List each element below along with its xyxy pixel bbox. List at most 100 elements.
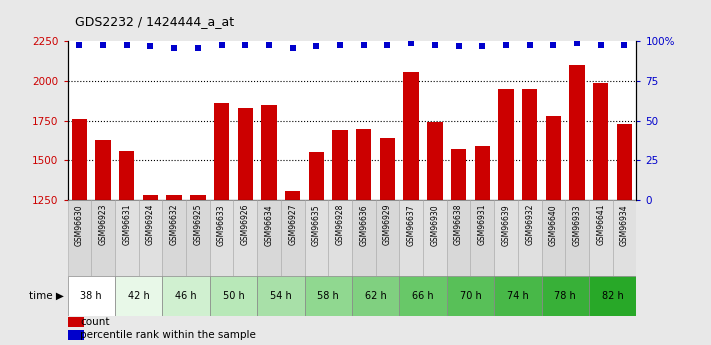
Point (453, 43, 464, 49)
Bar (91, 200, 115, 276)
Bar (115, 200, 139, 276)
Bar (542, 200, 565, 276)
Point (619, 42, 630, 47)
Text: GSM96931: GSM96931 (478, 204, 487, 245)
Bar (565, 200, 589, 276)
Bar (162, 276, 210, 316)
Point (121, 42, 132, 47)
Text: time ▶: time ▶ (29, 291, 64, 301)
Bar (400, 200, 423, 276)
Text: GSM96924: GSM96924 (146, 204, 155, 245)
Bar (285, 190, 301, 200)
Bar (518, 200, 542, 276)
Text: 66 h: 66 h (412, 291, 434, 301)
Bar (589, 200, 613, 276)
Point (572, 40, 583, 46)
Bar (546, 116, 561, 200)
Point (429, 42, 441, 47)
Bar (143, 195, 159, 200)
Text: GSM96640: GSM96640 (549, 204, 558, 246)
Bar (542, 276, 589, 316)
Point (595, 42, 606, 47)
Text: 78 h: 78 h (555, 291, 576, 301)
Point (501, 42, 512, 47)
Bar (210, 276, 257, 316)
Text: GSM96928: GSM96928 (336, 204, 345, 245)
Bar (262, 105, 277, 200)
Bar (570, 65, 585, 200)
Bar (404, 71, 419, 200)
Bar (427, 122, 443, 200)
Bar (593, 83, 609, 200)
Text: GSM96637: GSM96637 (407, 204, 416, 246)
Bar (139, 200, 162, 276)
Bar (498, 89, 514, 200)
Bar (257, 276, 304, 316)
Bar (352, 200, 375, 276)
Point (216, 42, 228, 47)
Text: 46 h: 46 h (175, 291, 197, 301)
Point (240, 42, 251, 47)
Bar (380, 138, 395, 200)
Bar (475, 146, 490, 200)
Text: count: count (80, 317, 109, 327)
Bar (237, 108, 253, 200)
Text: GSM96633: GSM96633 (217, 204, 226, 246)
Bar (423, 200, 447, 276)
Point (334, 42, 346, 47)
Text: GSM96635: GSM96635 (312, 204, 321, 246)
Bar (115, 276, 162, 316)
Text: GDS2232 / 1424444_a_at: GDS2232 / 1424444_a_at (75, 14, 234, 28)
Text: GSM96641: GSM96641 (597, 204, 605, 245)
Text: GSM96638: GSM96638 (454, 204, 463, 245)
Bar (352, 276, 400, 316)
Bar (210, 200, 233, 276)
Bar (400, 276, 447, 316)
Bar (522, 89, 538, 200)
Bar (68, 331, 84, 340)
Bar (309, 152, 324, 200)
Point (263, 42, 274, 47)
Text: GSM96639: GSM96639 (501, 204, 510, 246)
Point (358, 42, 370, 47)
Text: GSM96934: GSM96934 (620, 204, 629, 246)
Text: 54 h: 54 h (270, 291, 292, 301)
Text: GSM96630: GSM96630 (75, 204, 84, 246)
Text: GSM96634: GSM96634 (264, 204, 274, 246)
Text: 38 h: 38 h (80, 291, 102, 301)
Text: GSM96927: GSM96927 (288, 204, 297, 245)
Point (547, 42, 559, 47)
Text: GSM96932: GSM96932 (525, 204, 534, 245)
Point (145, 43, 156, 49)
Point (476, 43, 488, 49)
Bar (589, 276, 636, 316)
Bar (447, 276, 494, 316)
Bar (304, 200, 328, 276)
Text: 74 h: 74 h (507, 291, 529, 301)
Bar (281, 200, 304, 276)
Point (287, 45, 299, 50)
Text: 42 h: 42 h (128, 291, 149, 301)
Text: GSM96636: GSM96636 (359, 204, 368, 246)
Bar (613, 200, 636, 276)
Bar (375, 200, 400, 276)
Point (311, 43, 322, 49)
Bar (451, 149, 466, 200)
Bar (95, 140, 111, 200)
Bar (72, 119, 87, 200)
Bar (214, 103, 230, 200)
Text: 82 h: 82 h (602, 291, 624, 301)
Text: GSM96933: GSM96933 (572, 204, 582, 246)
Bar (328, 200, 352, 276)
Text: GSM96925: GSM96925 (193, 204, 203, 245)
Text: 62 h: 62 h (365, 291, 387, 301)
Bar (471, 200, 494, 276)
Text: GSM96632: GSM96632 (170, 204, 178, 245)
Bar (186, 200, 210, 276)
Text: percentile rank within the sample: percentile rank within the sample (80, 331, 256, 340)
Point (169, 45, 180, 50)
Text: GSM96929: GSM96929 (383, 204, 392, 245)
Point (524, 42, 535, 47)
Point (382, 42, 393, 47)
Point (192, 45, 203, 50)
